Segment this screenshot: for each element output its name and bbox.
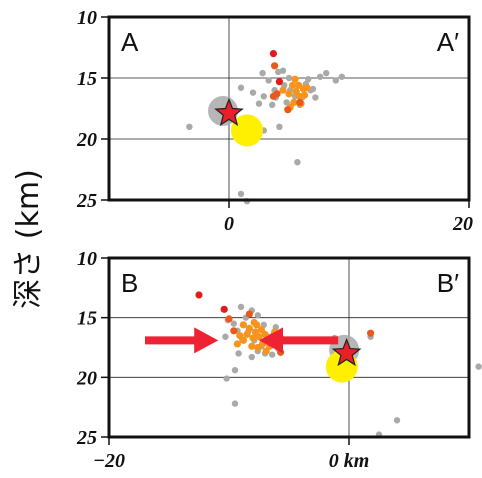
event-point-red: [275, 78, 283, 86]
y-tick-label: 25: [76, 190, 97, 212]
event-point-grey: [475, 363, 482, 370]
event-point-orange: [245, 324, 253, 333]
y-tick-label: 25: [76, 427, 97, 449]
event-point-grey: [305, 76, 312, 83]
corner-label-left: A: [121, 27, 139, 57]
event-point-grey: [259, 69, 266, 77]
event-point-grey: [254, 312, 261, 319]
event-point-grey: [260, 93, 267, 100]
event-point-grey: [294, 158, 301, 166]
event-point-orange: [289, 81, 297, 89]
event-point-red: [269, 50, 277, 58]
event-point-grey: [230, 320, 237, 327]
y-tick-label: 10: [77, 7, 97, 29]
x-tick-label: 0 km: [329, 450, 370, 472]
corner-label-right: B′: [437, 268, 459, 298]
x-tick-label: 0: [224, 213, 234, 235]
yellow-circle: [231, 114, 263, 147]
event-point-red: [195, 291, 203, 299]
event-point-dark_orange: [284, 106, 292, 114]
event-point-grey: [186, 123, 193, 130]
event-point-grey: [279, 67, 287, 74]
event-point-grey: [237, 84, 245, 91]
event-point-orange: [301, 91, 309, 99]
corner-label-left: B: [121, 268, 138, 298]
y-tick-label: 10: [77, 248, 97, 270]
event-point-grey: [255, 100, 263, 107]
y-tick-label: 20: [76, 367, 97, 389]
x-tick-label: −20: [93, 450, 125, 472]
event-point-dark_orange: [367, 329, 375, 337]
event-point-orange: [303, 84, 311, 92]
event-point-grey: [231, 400, 239, 407]
corner-label-right: A′: [437, 27, 459, 57]
mainshock-star: [214, 97, 244, 127]
panel-a: A A′ 10 15 20 25 0 20: [76, 7, 473, 235]
event-point-grey: [237, 190, 245, 198]
event-point-red: [220, 305, 228, 313]
y-axis-label: 深さ (km): [11, 169, 46, 309]
event-point-grey: [323, 69, 330, 77]
event-point-orange: [243, 330, 251, 338]
event-point-orange: [285, 90, 293, 98]
event-point-orange: [239, 321, 247, 329]
event-point-grey: [223, 375, 230, 382]
event-point-dark_orange: [296, 98, 304, 106]
event-point-orange: [236, 331, 244, 340]
event-point-grey: [275, 68, 282, 76]
event-point-grey: [283, 99, 290, 106]
plot-frame: [107, 256, 471, 439]
event-point-grey: [269, 101, 276, 109]
event-point-orange: [255, 333, 263, 341]
arrow: [145, 327, 219, 354]
event-point-grey: [317, 73, 324, 80]
event-point-orange: [233, 340, 241, 348]
event-point-dark_orange: [271, 62, 279, 70]
event-point-dark_orange: [245, 310, 253, 318]
panel-b: B B′ 10 15 20 25−20 0 km: [76, 248, 482, 472]
event-point-orange: [254, 343, 262, 352]
event-point-dark_orange: [269, 92, 277, 100]
event-point-orange: [262, 347, 270, 355]
event-point-grey: [248, 353, 255, 361]
event-point-grey: [338, 73, 345, 80]
event-point-orange: [291, 75, 299, 83]
event-point-grey: [332, 77, 339, 84]
y-tick-label: 15: [77, 308, 97, 330]
event-point-grey: [222, 333, 229, 340]
event-point-grey: [249, 89, 257, 96]
plot-frame: [107, 15, 471, 202]
event-point-orange: [248, 342, 256, 350]
event-point-grey: [237, 303, 245, 311]
event-point-grey: [309, 85, 317, 93]
event-point-grey: [235, 350, 242, 357]
y-tick-label: 15: [77, 68, 97, 90]
arrow: [259, 327, 339, 354]
event-point-orange: [279, 86, 287, 94]
event-point-grey: [265, 77, 272, 84]
event-point-grey: [285, 74, 293, 82]
y-tick-label: 20: [76, 129, 97, 151]
event-point-dark_orange: [230, 327, 238, 335]
mainshock-star: [331, 337, 362, 367]
event-point-grey: [393, 417, 401, 424]
event-point-orange: [253, 321, 261, 329]
event-point-grey: [276, 123, 283, 130]
event-point-grey: [231, 366, 239, 374]
event-point-orange: [295, 81, 303, 89]
event-point-dark_orange: [225, 315, 233, 323]
event-point-orange: [249, 334, 257, 342]
event-point-grey: [269, 351, 276, 358]
event-point-grey: [312, 94, 319, 101]
x-tick-label: 20: [452, 213, 473, 235]
